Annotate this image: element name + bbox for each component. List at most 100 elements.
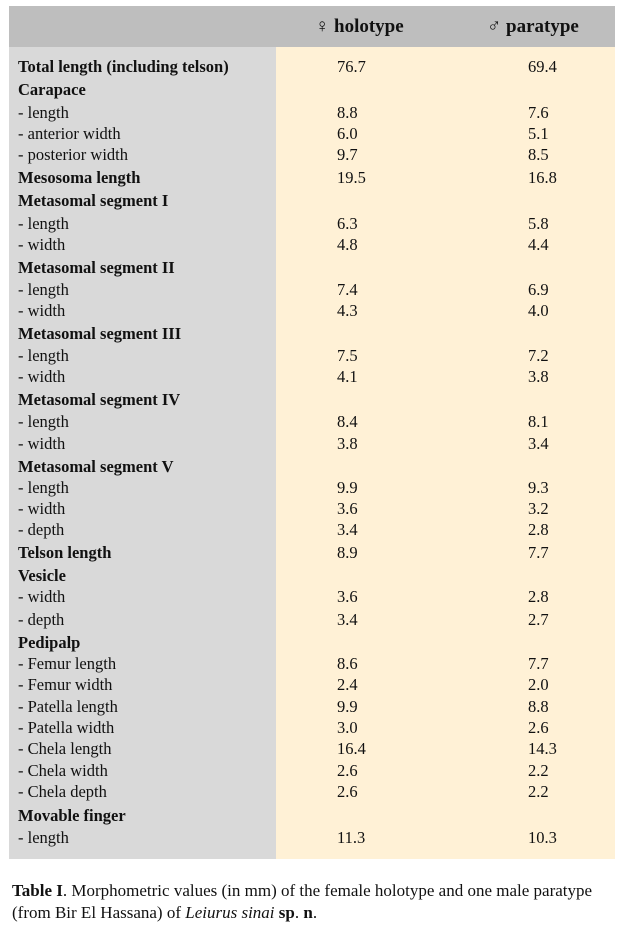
paratype-value: 2.2 — [528, 782, 549, 801]
table-row: Vesicle — [9, 565, 615, 587]
holotype-value: 2.6 — [337, 782, 358, 801]
paratype-value: 14.3 — [528, 739, 557, 758]
table-row: Movable finger — [9, 805, 615, 827]
row-label: - width — [18, 587, 66, 606]
paratype-value: 7.2 — [528, 346, 549, 365]
morphometric-table: ♀ holotype ♂ paratype Total length (incl… — [9, 6, 615, 859]
paratype-value: 16.8 — [528, 168, 557, 187]
table-row: - length 11.3 10.3 — [9, 827, 615, 849]
table-row: - length 8.8 7.6 — [9, 102, 615, 124]
holotype-value: 11.3 — [337, 828, 366, 847]
row-label: - length — [18, 828, 69, 847]
paratype-value: 3.8 — [528, 367, 549, 386]
table-row: - width 4.8 4.4 — [9, 234, 615, 256]
table-row: - Patella width 3.0 2.6 — [9, 717, 615, 739]
holotype-value: 3.8 — [337, 434, 358, 453]
row-label: Movable finger — [18, 806, 126, 825]
row-label: - Chela depth — [18, 782, 107, 801]
table-row: Mesosoma length 19.5 16.8 — [9, 167, 615, 189]
row-label: - length — [18, 103, 69, 122]
paratype-value: 2.8 — [528, 520, 549, 539]
holotype-value: 9.7 — [337, 145, 358, 164]
paratype-value: 5.8 — [528, 214, 549, 233]
paratype-value: 2.8 — [528, 587, 549, 606]
row-label: Mesosoma length — [18, 168, 141, 187]
row-label: - Femur width — [18, 675, 113, 694]
holotype-value: 16.4 — [337, 739, 366, 758]
caption-n: n — [303, 903, 313, 922]
caption-punct-end: . — [312, 903, 318, 922]
paratype-value: 5.1 — [528, 124, 549, 143]
paratype-value: 2.7 — [528, 610, 549, 629]
row-label: Metasomal segment III — [18, 324, 182, 343]
row-label: - length — [18, 412, 69, 431]
holotype-value: 8.9 — [337, 543, 358, 562]
row-label: - length — [18, 346, 69, 365]
holotype-value: 8.4 — [337, 412, 358, 431]
table-row: - width 4.1 3.8 — [9, 366, 615, 388]
table-row: - width 3.8 3.4 — [9, 433, 615, 455]
paratype-value: 9.3 — [528, 478, 549, 497]
holotype-value: 8.6 — [337, 654, 358, 673]
holotype-value: 4.8 — [337, 235, 358, 254]
row-label: Pedipalp — [18, 633, 81, 652]
paratype-value: 7.7 — [528, 543, 549, 562]
paratype-value: 8.1 — [528, 412, 549, 431]
holotype-value: 7.4 — [337, 280, 358, 299]
table-row: - Chela length 16.4 14.3 — [9, 738, 615, 760]
holotype-value: 3.6 — [337, 587, 358, 606]
table-row: Metasomal segment I — [9, 190, 615, 212]
paratype-value: 7.7 — [528, 654, 549, 673]
row-label: - length — [18, 214, 69, 233]
row-label: Vesicle — [18, 566, 66, 585]
paratype-value: 7.6 — [528, 103, 549, 122]
table-row: - depth 3.4 2.8 — [9, 519, 615, 541]
row-label: Metasomal segment I — [18, 191, 169, 210]
caption-text: . Morphometric values (in mm) of the fem… — [12, 881, 593, 922]
row-label: - Patella width — [18, 718, 115, 737]
paratype-value: 3.4 — [528, 434, 549, 453]
paratype-value: 2.2 — [528, 761, 549, 780]
table-row: - Chela width 2.6 2.2 — [9, 760, 615, 782]
holotype-value: 3.0 — [337, 718, 358, 737]
holotype-value: 19.5 — [337, 168, 366, 187]
table-row: - length 7.4 6.9 — [9, 279, 615, 301]
row-label: Metasomal segment IV — [18, 390, 181, 409]
row-label: - width — [18, 301, 66, 320]
table-row: - width 3.6 3.2 — [9, 498, 615, 520]
value-column-background — [276, 47, 615, 859]
row-label: Metasomal segment II — [18, 258, 175, 277]
caption-species: Leiurus sinai — [185, 903, 275, 922]
holotype-value: 3.4 — [337, 520, 358, 539]
row-label: Total length (including telson) — [18, 57, 229, 76]
table-header: ♀ holotype ♂ paratype — [9, 6, 615, 47]
caption-sp: sp — [278, 903, 295, 922]
holotype-value: 6.0 — [337, 124, 358, 143]
row-label: - width — [18, 434, 66, 453]
table-row: Metasomal segment III — [9, 323, 615, 345]
table-row: - Femur width 2.4 2.0 — [9, 674, 615, 696]
table-row: Metasomal segment V — [9, 456, 615, 478]
table-row: Total length (including telson) 76.7 69.4 — [9, 56, 615, 78]
holotype-value: 76.7 — [337, 57, 366, 76]
holotype-value: 6.3 — [337, 214, 358, 233]
paratype-value: 69.4 — [528, 57, 557, 76]
table-row: - length 6.3 5.8 — [9, 213, 615, 235]
table-row: - Chela depth 2.6 2.2 — [9, 781, 615, 803]
holotype-value: 3.6 — [337, 499, 358, 518]
row-label: - posterior width — [18, 145, 128, 164]
table-row: Metasomal segment II — [9, 257, 615, 279]
table-row: - length 7.5 7.2 — [9, 345, 615, 367]
paratype-value: 2.0 — [528, 675, 549, 694]
holotype-value: 2.4 — [337, 675, 358, 694]
paratype-value: 10.3 — [528, 828, 557, 847]
row-label: - anterior width — [18, 124, 121, 143]
table-row: - width 3.6 2.8 — [9, 586, 615, 608]
holotype-value: 2.6 — [337, 761, 358, 780]
table-row: - depth 3.4 2.7 — [9, 609, 615, 631]
row-label: - Chela width — [18, 761, 108, 780]
row-label: - Patella length — [18, 697, 118, 716]
table-row: - length 9.9 9.3 — [9, 477, 615, 499]
row-label: - length — [18, 478, 69, 497]
holotype-value: 4.3 — [337, 301, 358, 320]
